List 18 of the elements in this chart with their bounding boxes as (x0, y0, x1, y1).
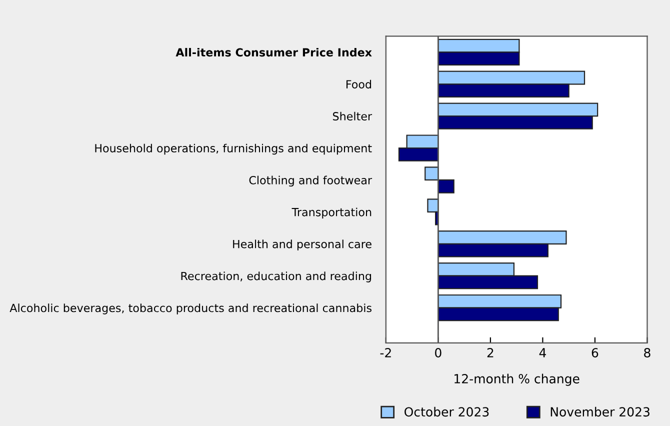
y-tick-label: Health and personal care (233, 240, 372, 250)
x-tick-label: 4 (539, 348, 546, 358)
y-tick-label: Recreation, education and reading (181, 272, 372, 282)
y-tick-label: Food (346, 80, 372, 89)
legend-label: November 2023 (550, 406, 650, 417)
y-tick-label: Shelter (332, 112, 372, 120)
y-tick-label: Alcoholic beverages, tobacco products and recreational cannabis (10, 304, 372, 314)
y-tick-label: All-items Consumer Price Index (176, 48, 372, 57)
x-tick-label: 6 (592, 348, 598, 358)
x-axis-title: 12-month % change (454, 374, 580, 386)
x-tick-label: -2 (380, 348, 391, 358)
y-tick-label: Transportation (292, 208, 372, 218)
legend-label: October 2023 (404, 406, 489, 417)
y-tick-label: Clothing and footwear (249, 176, 372, 187)
x-tick-label: 8 (644, 348, 650, 358)
x-tick-label: 0 (435, 348, 442, 358)
x-tick-label: 2 (487, 348, 494, 358)
y-tick-label: Household operations, furnishings and equipment (95, 144, 372, 155)
